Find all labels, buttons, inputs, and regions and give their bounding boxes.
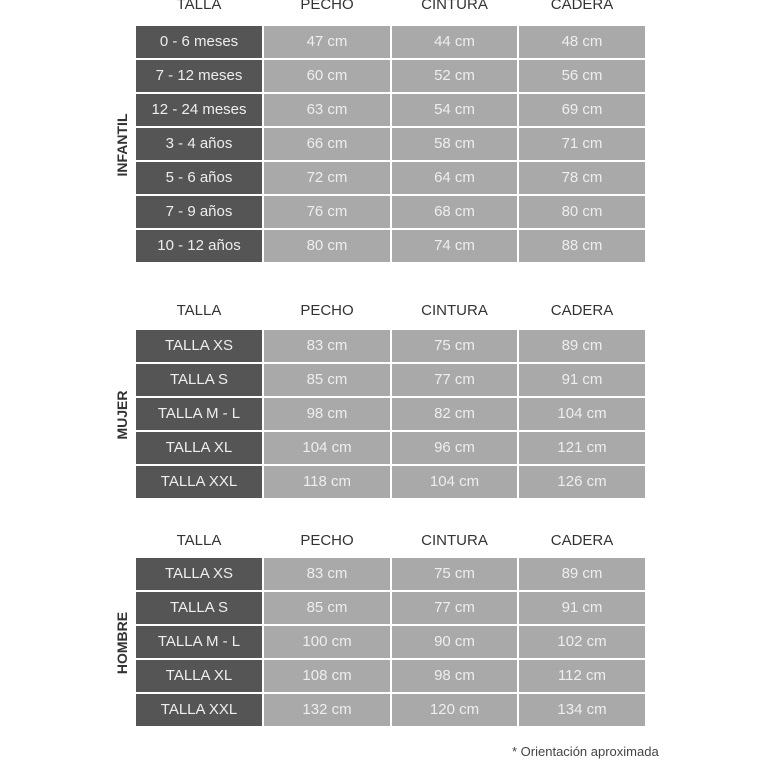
column-header-pecho: PECHO	[300, 532, 354, 549]
column-header-cintura: CINTURA	[421, 532, 488, 549]
measurement-cell: 69 cm	[519, 94, 645, 126]
size-cell: TALLA XXL	[136, 694, 262, 726]
measurement-cell: 68 cm	[392, 196, 517, 228]
size-cell: TALLA XL	[136, 432, 262, 464]
column-header-cadera: CADERA	[550, 0, 614, 13]
measurement-cell: 76 cm	[264, 196, 390, 228]
measurement-cell: 89 cm	[519, 558, 645, 590]
size-cell: 10 - 12 años	[136, 230, 262, 262]
measurement-cell: 134 cm	[519, 694, 645, 726]
section-label: INFANTIL	[114, 113, 130, 177]
measurement-cell: 126 cm	[519, 466, 645, 498]
column-header-talla: TALLA	[176, 302, 222, 319]
measurement-cell: 66 cm	[264, 128, 390, 160]
column-header-cadera: CADERA	[550, 532, 614, 549]
size-cell: 7 - 12 meses	[136, 60, 262, 92]
column-header-cintura: CINTURA	[421, 0, 488, 13]
measurement-cell: 102 cm	[519, 626, 645, 658]
measurement-cell: 56 cm	[519, 60, 645, 92]
size-cell: 5 - 6 años	[136, 162, 262, 194]
measurement-cell: 78 cm	[519, 162, 645, 194]
measurement-cell: 77 cm	[392, 364, 517, 396]
size-cell: TALLA XL	[136, 660, 262, 692]
measurement-cell: 98 cm	[392, 660, 517, 692]
measurement-cell: 85 cm	[264, 364, 390, 396]
size-cell: TALLA XXL	[136, 466, 262, 498]
column-header-cintura: CINTURA	[421, 302, 488, 319]
size-cell: 12 - 24 meses	[136, 94, 262, 126]
measurement-cell: 83 cm	[264, 330, 390, 362]
measurement-cell: 90 cm	[392, 626, 517, 658]
column-header-pecho: PECHO	[300, 0, 354, 13]
size-cell: TALLA XS	[136, 330, 262, 362]
measurement-cell: 91 cm	[519, 364, 645, 396]
measurement-cell: 82 cm	[392, 398, 517, 430]
measurement-cell: 83 cm	[264, 558, 390, 590]
measurement-cell: 89 cm	[519, 330, 645, 362]
size-cell: 0 - 6 meses	[136, 26, 262, 58]
measurement-cell: 91 cm	[519, 592, 645, 624]
measurement-cell: 72 cm	[264, 162, 390, 194]
size-cell: TALLA M - L	[136, 626, 262, 658]
measurement-cell: 60 cm	[264, 60, 390, 92]
size-cell: TALLA S	[136, 364, 262, 396]
section-label: HOMBRE	[114, 611, 130, 675]
measurement-cell: 96 cm	[392, 432, 517, 464]
measurement-cell: 75 cm	[392, 558, 517, 590]
measurement-cell: 47 cm	[264, 26, 390, 58]
size-cell: TALLA S	[136, 592, 262, 624]
section-label: MUJER	[114, 390, 130, 440]
measurement-cell: 100 cm	[264, 626, 390, 658]
measurement-cell: 112 cm	[519, 660, 645, 692]
measurement-cell: 52 cm	[392, 60, 517, 92]
measurement-cell: 74 cm	[392, 230, 517, 262]
measurement-cell: 104 cm	[392, 466, 517, 498]
measurement-cell: 121 cm	[519, 432, 645, 464]
measurement-cell: 54 cm	[392, 94, 517, 126]
measurement-cell: 132 cm	[264, 694, 390, 726]
measurement-cell: 88 cm	[519, 230, 645, 262]
measurement-cell: 120 cm	[392, 694, 517, 726]
size-cell: TALLA M - L	[136, 398, 262, 430]
measurement-cell: 98 cm	[264, 398, 390, 430]
measurement-cell: 118 cm	[264, 466, 390, 498]
column-header-talla: TALLA	[176, 0, 222, 13]
measurement-cell: 104 cm	[264, 432, 390, 464]
measurement-cell: 80 cm	[264, 230, 390, 262]
measurement-cell: 64 cm	[392, 162, 517, 194]
measurement-cell: 104 cm	[519, 398, 645, 430]
measurement-cell: 71 cm	[519, 128, 645, 160]
measurement-cell: 85 cm	[264, 592, 390, 624]
size-cell: 7 - 9 años	[136, 196, 262, 228]
footnote: * Orientación aproximada	[512, 744, 659, 759]
size-cell: 3 - 4 años	[136, 128, 262, 160]
measurement-cell: 48 cm	[519, 26, 645, 58]
measurement-cell: 58 cm	[392, 128, 517, 160]
measurement-cell: 108 cm	[264, 660, 390, 692]
column-header-talla: TALLA	[176, 532, 222, 549]
size-cell: TALLA XS	[136, 558, 262, 590]
measurement-cell: 77 cm	[392, 592, 517, 624]
measurement-cell: 44 cm	[392, 26, 517, 58]
column-header-pecho: PECHO	[300, 302, 354, 319]
measurement-cell: 75 cm	[392, 330, 517, 362]
measurement-cell: 63 cm	[264, 94, 390, 126]
measurement-cell: 80 cm	[519, 196, 645, 228]
column-header-cadera: CADERA	[550, 302, 614, 319]
